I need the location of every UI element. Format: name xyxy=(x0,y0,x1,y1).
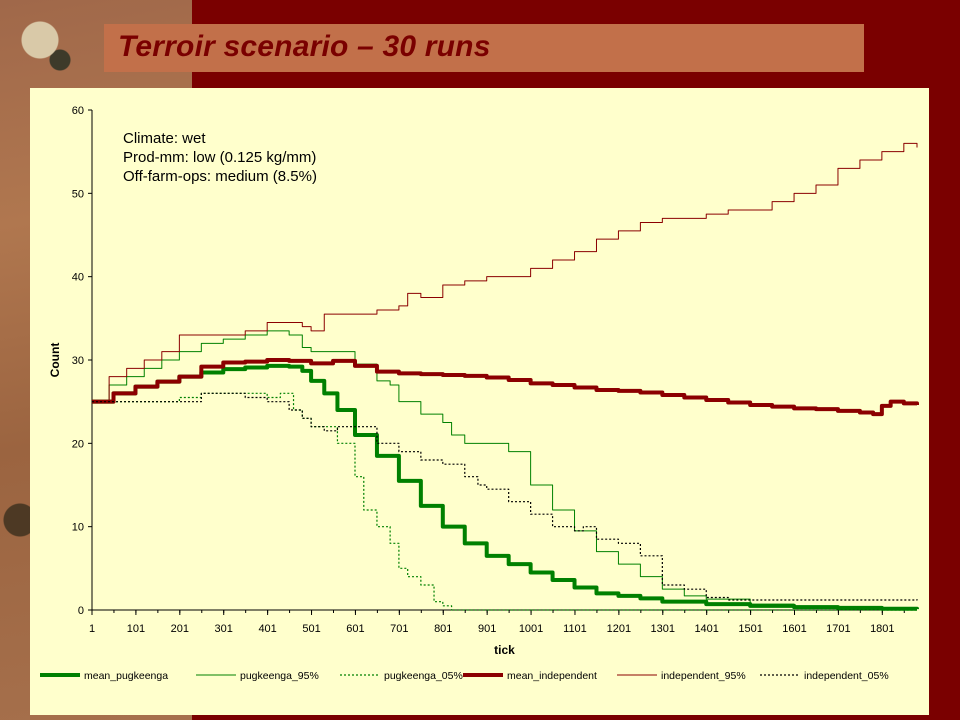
x-tick-label: 1601 xyxy=(782,623,806,635)
y-tick-label: 60 xyxy=(72,105,84,117)
legend-label: mean_independent xyxy=(507,670,597,682)
series-line-independent-05- xyxy=(92,392,918,601)
chart-annotation-2: Prod-mm: low (0.125 kg/mm) xyxy=(123,149,317,166)
x-tick-label: 1801 xyxy=(870,623,894,635)
x-axis-label: tick xyxy=(494,643,515,657)
legend-label: independent_95% xyxy=(661,670,746,682)
y-axis-label: Count xyxy=(48,343,62,378)
x-tick-label: 601 xyxy=(346,623,364,635)
legend-label: pugkeenga_95% xyxy=(240,670,319,682)
x-tick-label: 301 xyxy=(215,623,233,635)
x-tick-label: 701 xyxy=(390,623,408,635)
x-tick-label: 1301 xyxy=(651,623,675,635)
legend-label: mean_pugkeenga xyxy=(84,670,168,682)
series-line-pugkeenga-95- xyxy=(92,330,917,609)
x-tick-label: 1501 xyxy=(738,623,762,635)
legend-label: pugkeenga_05% xyxy=(384,670,463,682)
x-tick-label: 1401 xyxy=(694,623,718,635)
y-tick-label: 50 xyxy=(72,188,84,200)
x-tick-label: 1001 xyxy=(519,623,543,635)
x-tick-label: 1201 xyxy=(607,623,631,635)
x-tick-label: 501 xyxy=(302,623,320,635)
x-tick-label: 801 xyxy=(434,623,452,635)
title-banner xyxy=(104,24,864,72)
series-line-mean-independent xyxy=(92,358,919,417)
x-tick-label: 201 xyxy=(171,623,189,635)
series-line-independent-95- xyxy=(92,142,918,403)
x-tick-label: 901 xyxy=(478,623,496,635)
y-tick-label: 0 xyxy=(78,605,84,617)
x-tick-label: 401 xyxy=(258,623,276,635)
y-tick-label: 30 xyxy=(72,355,84,367)
y-tick-label: 40 xyxy=(72,272,84,284)
x-tick-label: 101 xyxy=(127,623,145,635)
y-tick-label: 10 xyxy=(72,522,84,534)
y-tick-label: 20 xyxy=(72,438,84,450)
x-tick-label: 1 xyxy=(89,623,95,635)
legend-label: independent_05% xyxy=(804,670,889,682)
chart-annotation-3: Off-farm-ops: medium (8.5%) xyxy=(123,168,317,185)
series-line-pugkeenga-05- xyxy=(92,392,917,611)
x-tick-label: 1101 xyxy=(563,623,587,635)
x-tick-label: 1701 xyxy=(826,623,850,635)
series-line-mean-pugkeenga xyxy=(92,363,919,611)
chart-annotation-1: Climate: wet xyxy=(123,130,206,147)
slide-title: Terroir scenario – 30 runs xyxy=(118,30,491,63)
